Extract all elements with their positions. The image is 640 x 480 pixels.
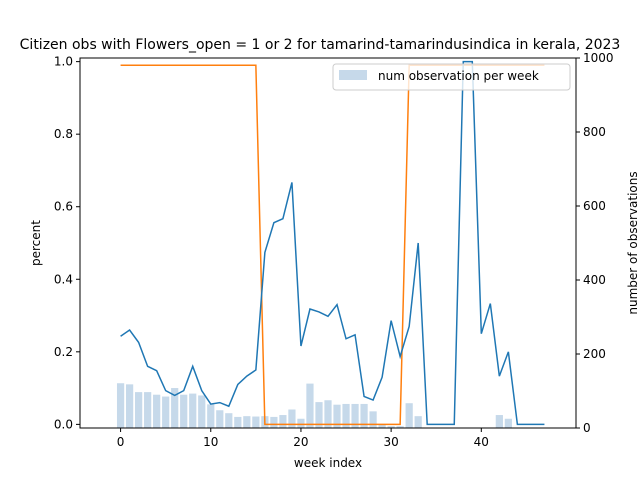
observation-bar xyxy=(351,403,359,428)
legend-swatch xyxy=(339,70,367,80)
x-tick-label: 0 xyxy=(117,435,125,449)
legend-box xyxy=(332,63,571,91)
observation-bar xyxy=(297,418,305,428)
right-y-axis: 0 200 400 600 800 1000 xyxy=(576,51,614,435)
observation-bar xyxy=(315,402,323,428)
left-y-axis: 0.0 0.2 0.4 0.6 0.8 1.0 xyxy=(54,55,80,431)
observation-bar xyxy=(125,384,134,428)
observation-bar xyxy=(225,413,233,428)
observation-bar xyxy=(207,404,215,428)
observation-bar xyxy=(414,416,422,428)
observation-bar xyxy=(116,383,125,428)
observation-bar xyxy=(135,392,143,428)
bars-group xyxy=(116,383,512,428)
right-y-tick-label: 800 xyxy=(583,125,606,139)
observation-bar xyxy=(153,394,161,428)
observation-bar xyxy=(180,394,188,428)
x-tick-label: 10 xyxy=(203,435,218,449)
left-y-tick-label: 1.0 xyxy=(54,55,73,69)
observation-bar xyxy=(171,388,179,428)
observation-bar xyxy=(342,403,350,428)
observation-bar xyxy=(324,400,332,428)
observation-bar xyxy=(306,383,314,428)
observation-bar xyxy=(270,416,278,428)
observation-bar xyxy=(144,392,152,428)
legend: num observation per week xyxy=(332,63,571,91)
left-y-tick-label: 0.0 xyxy=(54,417,73,431)
left-y-tick-label: 0.4 xyxy=(54,272,73,286)
legend-label: num observation per week xyxy=(378,69,539,83)
observation-bar xyxy=(279,415,287,428)
x-axis: 0 10 20 30 40 xyxy=(117,428,489,449)
observation-bar xyxy=(504,418,512,428)
right-y-tick-label: 200 xyxy=(583,347,606,361)
x-axis-label: week index xyxy=(294,456,362,470)
observation-bar xyxy=(360,403,368,428)
left-y-tick-label: 0.6 xyxy=(54,200,73,214)
right-y-tick-label: 600 xyxy=(583,199,606,213)
left-y-tick-label: 0.8 xyxy=(54,127,73,141)
observation-bar xyxy=(162,396,170,428)
right-y-tick-label: 400 xyxy=(583,273,606,287)
percent-line xyxy=(120,60,545,426)
observation-bar xyxy=(234,416,242,428)
right-y-axis-label: number of observations xyxy=(626,171,640,314)
left-y-tick-label: 0.2 xyxy=(54,345,73,359)
observation-bar xyxy=(333,404,341,428)
observation-bar xyxy=(216,410,224,428)
observation-bar xyxy=(198,395,206,428)
observation-bar xyxy=(405,403,413,428)
observation-bar xyxy=(288,409,296,428)
observation-bar xyxy=(396,426,404,428)
observation-bar xyxy=(369,411,377,428)
x-tick-label: 40 xyxy=(474,435,489,449)
left-y-axis-label: percent xyxy=(29,220,43,266)
x-tick-label: 30 xyxy=(383,435,398,449)
x-tick-label: 20 xyxy=(293,435,308,449)
right-y-tick-label: 1000 xyxy=(583,51,614,65)
observation-bar xyxy=(189,393,197,428)
plot-frame xyxy=(79,57,577,429)
observation-bar xyxy=(387,426,395,428)
right-y-tick-label: 0 xyxy=(583,421,591,435)
observation-bar xyxy=(243,416,251,428)
chart-title: Citizen obs with Flowers_open = 1 or 2 f… xyxy=(20,37,621,53)
observation-bar xyxy=(378,424,386,428)
observation-bar xyxy=(495,415,503,428)
observation-bar xyxy=(252,416,260,428)
